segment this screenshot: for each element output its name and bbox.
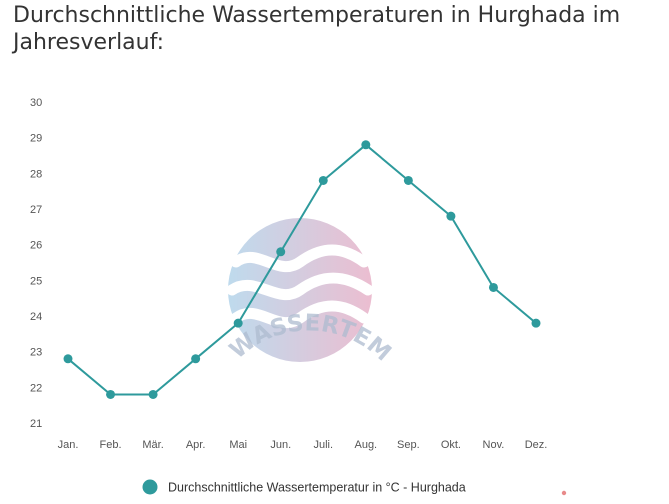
x-tick-label: Mär. <box>142 439 163 451</box>
x-tick-label: Okt. <box>441 439 461 451</box>
y-tick-label: 26 <box>30 240 42 252</box>
legend[interactable]: Durchschnittliche Wassertemperatur in °C… <box>142 479 466 495</box>
y-tick-label: 21 <box>30 418 42 430</box>
data-point[interactable] <box>446 211 456 221</box>
y-tick-label: 24 <box>30 311 42 323</box>
series-line <box>67 143 537 396</box>
data-point[interactable] <box>233 318 243 328</box>
x-axis: Jan. Feb. Mär. Apr. Mai Jun. Juli. Aug. Sep. Okt.… <box>58 439 548 451</box>
legend-marker <box>142 479 158 495</box>
chart-title: Durchschnittliche Wassertemperaturen in … <box>13 3 621 55</box>
y-tick-label: 28 <box>30 168 42 180</box>
y-tick-label: 22 <box>30 382 42 394</box>
y-tick-label: 23 <box>30 347 42 359</box>
y-tick-label: 25 <box>30 275 42 287</box>
x-tick-label: Feb. <box>100 439 122 451</box>
series-group <box>63 140 541 399</box>
x-tick-label: Aug. <box>354 439 377 451</box>
data-point[interactable] <box>276 247 286 257</box>
corner-dot <box>561 490 567 496</box>
y-tick-label: 29 <box>30 133 42 145</box>
y-axis: 21 22 23 24 25 26 27 28 29 30 <box>30 97 42 430</box>
data-point[interactable] <box>531 318 541 328</box>
y-tick-label: 27 <box>30 204 42 216</box>
watermark-logo: WASSERTEMPERATUR.ORG <box>0 0 396 367</box>
data-point[interactable] <box>318 175 328 185</box>
x-tick-label: Mai <box>229 439 247 451</box>
data-point[interactable] <box>148 389 158 399</box>
x-tick-label: Juli. <box>313 439 333 451</box>
x-tick-label: Apr. <box>186 439 206 451</box>
y-tick-label: 30 <box>30 97 42 109</box>
x-tick-label: Sep. <box>397 439 420 451</box>
data-point[interactable] <box>361 140 371 150</box>
data-point[interactable] <box>403 175 413 185</box>
data-point[interactable] <box>488 282 498 292</box>
data-point[interactable] <box>63 354 73 364</box>
x-tick-label: Jan. <box>58 439 79 451</box>
data-point[interactable] <box>106 389 116 399</box>
legend-label: Durchschnittliche Wassertemperatur in °C… <box>168 481 466 495</box>
x-tick-label: Jun. <box>270 439 291 451</box>
x-tick-label: Nov. <box>483 439 505 451</box>
x-tick-label: Dez. <box>525 439 548 451</box>
watermark-waves <box>226 244 374 329</box>
data-point[interactable] <box>191 354 201 364</box>
